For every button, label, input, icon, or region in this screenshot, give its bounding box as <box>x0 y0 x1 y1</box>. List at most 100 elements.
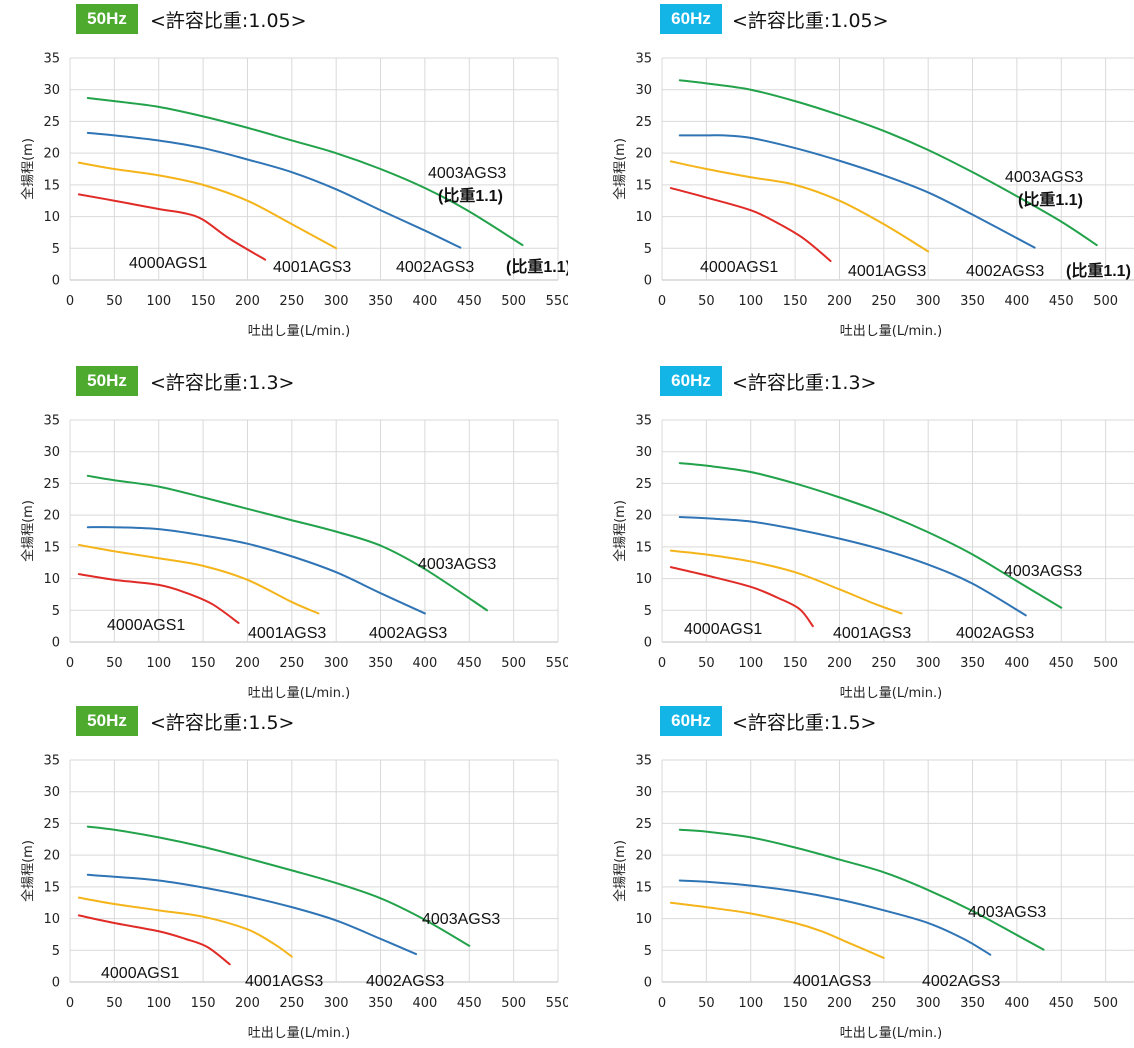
y-tick-label: 10 <box>635 572 652 587</box>
x-tick-label: 0 <box>66 996 74 1011</box>
y-tick-label: 20 <box>635 147 652 162</box>
series-line-4000ags1 <box>77 573 240 624</box>
x-tick-label: 250 <box>871 656 896 671</box>
series-label-4002ags3: 4002AGS3 <box>966 263 1044 280</box>
series-label-4003ags3: 4003AGS3 <box>1004 563 1082 580</box>
frequency-badge: 60Hz <box>660 4 722 34</box>
x-tick-label: 0 <box>658 656 666 671</box>
y-tick-label: 5 <box>644 944 652 959</box>
y-tick-label: 25 <box>43 115 60 130</box>
y-tick-label: 0 <box>52 976 60 991</box>
y-tick-label: 35 <box>635 52 652 67</box>
x-tick-label: 450 <box>1049 294 1074 309</box>
y-tick-label: 20 <box>43 147 60 162</box>
series-line-4003ags3 <box>678 828 1045 951</box>
y-tick-label: 20 <box>635 509 652 524</box>
series-label-4001ags3: 4001AGS3 <box>793 973 871 990</box>
x-tick-label: 300 <box>916 294 941 309</box>
x-tick-label: 150 <box>191 996 216 1011</box>
frequency-badge: 50Hz <box>76 366 138 396</box>
y-tick-label: 20 <box>635 849 652 864</box>
y-tick-label: 25 <box>43 817 60 832</box>
series-label-4002ags3: 4002AGS3 <box>369 625 447 642</box>
x-tick-label: 0 <box>66 294 74 309</box>
series-line-4003ags3 <box>678 462 1063 609</box>
series-label-4001ags3: 4001AGS3 <box>833 625 911 642</box>
y-tick-label: 25 <box>635 817 652 832</box>
series-label-suffix: (比重1.1) <box>438 186 503 205</box>
y-tick-label: 15 <box>43 178 60 193</box>
x-tick-label: 250 <box>279 294 304 309</box>
series-line-4001ags3 <box>669 160 930 253</box>
x-tick-label: 50 <box>106 294 123 309</box>
x-axis-label: 吐出し量(L/min.) <box>840 324 942 339</box>
series-line-4001ags3 <box>77 161 338 250</box>
y-tick-label: 25 <box>43 477 60 492</box>
y-tick-label: 15 <box>635 178 652 193</box>
series-line-4001ags3 <box>669 901 885 959</box>
frequency-badge: 50Hz <box>76 4 138 34</box>
x-tick-label: 500 <box>501 294 526 309</box>
x-tick-label: 100 <box>146 294 171 309</box>
x-tick-label: 200 <box>235 294 260 309</box>
x-axis-label: 吐出し量(L/min.) <box>840 1026 942 1041</box>
x-tick-label: 200 <box>827 996 852 1011</box>
y-tick-label: 0 <box>52 636 60 651</box>
x-tick-label: 200 <box>235 656 260 671</box>
y-tick-label: 35 <box>43 52 60 67</box>
x-tick-label: 300 <box>324 996 349 1011</box>
series-label-4001ags3: 4001AGS3 <box>848 263 926 280</box>
series-label-4000ags1: 4000AGS1 <box>684 621 762 638</box>
y-tick-label: 35 <box>635 754 652 769</box>
y-tick-label: 25 <box>635 115 652 130</box>
x-tick-label: 50 <box>698 294 715 309</box>
y-tick-label: 10 <box>43 572 60 587</box>
x-tick-label: 100 <box>146 656 171 671</box>
x-tick-label: 150 <box>783 656 808 671</box>
x-tick-label: 250 <box>871 294 896 309</box>
x-tick-label: 500 <box>1093 294 1118 309</box>
y-tick-label: 20 <box>43 849 60 864</box>
x-axis-label: 吐出し量(L/min.) <box>840 686 942 701</box>
series-label-4001ags3: 4001AGS3 <box>245 973 323 990</box>
x-tick-label: 350 <box>960 996 985 1011</box>
x-tick-label: 100 <box>146 996 171 1011</box>
x-tick-label: 0 <box>658 294 666 309</box>
x-tick-label: 250 <box>871 996 896 1011</box>
chart-title: <許容比重:1.3> <box>732 372 877 394</box>
x-tick-label: 300 <box>916 656 941 671</box>
x-tick-label: 250 <box>279 996 304 1011</box>
y-tick-label: 30 <box>43 445 60 460</box>
x-tick-label: 450 <box>457 294 482 309</box>
series-label-4001ags3: 4001AGS3 <box>273 259 351 276</box>
x-tick-label: 450 <box>1049 656 1074 671</box>
series-label-4003ags3: 4003AGS3 <box>968 904 1046 921</box>
series-label-4001ags3: 4001AGS3 <box>248 625 326 642</box>
x-axis-label: 吐出し量(L/min.) <box>248 324 350 339</box>
series-line-4002ags3 <box>86 873 418 956</box>
x-tick-label: 200 <box>827 294 852 309</box>
x-tick-label: 400 <box>1004 294 1029 309</box>
series-label-4002ags3: 4002AGS3 <box>396 259 474 276</box>
series-label-4000ags1: 4000AGS1 <box>101 965 179 982</box>
x-tick-label: 200 <box>235 996 260 1011</box>
series-label-4002ags3: 4002AGS3 <box>956 625 1034 642</box>
y-axis-label: 全揚程(m) <box>612 840 628 902</box>
x-tick-label: 300 <box>916 996 941 1011</box>
chart-title: <許容比重:1.5> <box>150 712 295 734</box>
y-tick-label: 30 <box>635 785 652 800</box>
y-tick-label: 5 <box>644 242 652 257</box>
x-tick-label: 350 <box>960 656 985 671</box>
y-tick-label: 35 <box>43 754 60 769</box>
chart-panel-60hz-15: 60Hz <許容比重:1.5> 0 5 10 15 20 25 30 35 0 50 100 150 200… <box>600 702 1134 1048</box>
x-tick-label: 50 <box>106 656 123 671</box>
x-tick-label: 450 <box>1049 996 1074 1011</box>
series-line-4000ags1 <box>669 566 814 628</box>
y-tick-label: 0 <box>644 636 652 651</box>
series-label-4003ags3: 4003AGS3 <box>418 556 496 573</box>
y-tick-label: 30 <box>635 445 652 460</box>
